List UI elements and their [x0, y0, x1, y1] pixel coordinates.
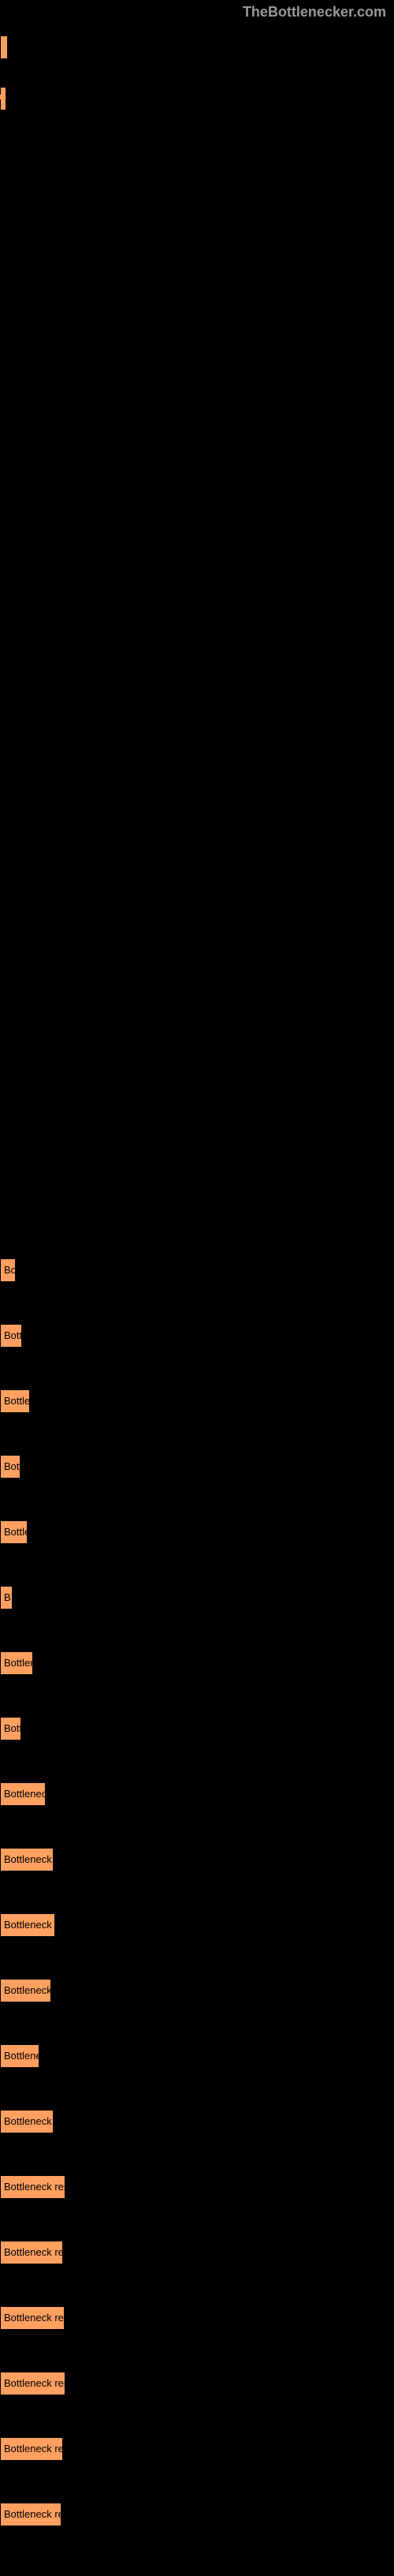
- bar-label: Bottleneck res: [4, 1984, 54, 1996]
- chart-bar: Bottleneck result t: [0, 2306, 65, 2330]
- chart-bar: Bo: [0, 1258, 16, 1282]
- bar-label: Bottleneck result: [4, 2443, 65, 2454]
- chart-bar: Bott: [0, 1324, 22, 1348]
- bar-label: Bottleneck r: [4, 1788, 48, 1800]
- bar-row: Bott: [0, 1324, 394, 1355]
- chart-bar: Bottleneck result t: [0, 2372, 65, 2395]
- bar-row: Bott: [0, 1717, 394, 1748]
- bar-row: Bottlen: [0, 1389, 394, 1421]
- chart-bar: Bott: [0, 1455, 20, 1479]
- bar-label: Bott: [4, 1460, 22, 1472]
- bar-row: Bottleneck re: [0, 1848, 394, 1879]
- bar-label: Bottleneck resu: [4, 1919, 58, 1931]
- chart-bar: Bottleneck result: [0, 2241, 63, 2264]
- bar-label: Bottleneck result t: [4, 2377, 68, 2389]
- chart-bar: [0, 36, 8, 59]
- bar-row: Bottleneck result t: [0, 2175, 394, 2207]
- chart-bar: Bottlene: [0, 1651, 33, 1675]
- bar-label: Bottleneck: [4, 2050, 42, 2062]
- bar-label: Bottleneck resul: [4, 2508, 64, 2520]
- bar-row: Bottleneck resu: [0, 2110, 394, 2141]
- bar-row: Bottleneck: [0, 2044, 394, 2076]
- bar-label: Bottleneck result t: [4, 2312, 67, 2324]
- chart-bar: Bottleneck r: [0, 1782, 46, 1806]
- chart-bar: Bott: [0, 1717, 21, 1740]
- chart-bar: B: [0, 1586, 13, 1610]
- bar-row: [0, 36, 394, 67]
- chart-bar: Bottleneck res: [0, 1979, 51, 2002]
- bar-label: Bottle: [4, 1526, 30, 1538]
- bar-label: Bottleneck result: [4, 2246, 65, 2258]
- bar-label: Bott: [4, 1722, 22, 1734]
- chart-bar: Bottleneck resu: [0, 1913, 55, 1937]
- bar-row: [0, 87, 394, 118]
- bar-label: B: [4, 1591, 11, 1603]
- chart-bar: Bottleneck resul: [0, 2503, 61, 2526]
- bar-row: Bottlene: [0, 1651, 394, 1683]
- bar-row: Bo: [0, 1258, 394, 1290]
- chart-bar: Bottlen: [0, 1389, 30, 1413]
- bar-label: Bo: [4, 1264, 17, 1276]
- bar-label: Bottlen: [4, 1395, 32, 1407]
- chart-bar: Bottleneck re: [0, 1848, 54, 1871]
- bar-row: Bottleneck result t: [0, 2372, 394, 2403]
- bar-row: Bottleneck r: [0, 1782, 394, 1814]
- tiny-marker: [0, 95, 2, 99]
- bar-label: Bott: [4, 1329, 22, 1341]
- bar-row: Bottleneck res: [0, 1979, 394, 2010]
- bar-row: Bottleneck resu: [0, 1913, 394, 1945]
- bar-row: Bottleneck result t: [0, 2306, 394, 2338]
- chart-bar: Bottle: [0, 1520, 28, 1544]
- chart-bar: Bottleneck result: [0, 2437, 63, 2461]
- bar-row: Bottle: [0, 1520, 394, 1552]
- bar-row: Bottleneck result: [0, 2241, 394, 2272]
- bar-row: Bott: [0, 1455, 394, 1486]
- bar-row: B: [0, 1586, 394, 1617]
- chart-section-3: Bo Bott Bottlen Bott Bottle B Bottlene Bott Bott…: [0, 1258, 394, 2534]
- bar-row: Bottleneck result: [0, 2437, 394, 2469]
- chart-spacer: [0, 138, 394, 1227]
- bar-row: Bottleneck resul: [0, 2503, 394, 2534]
- bar-chart: Bo Bott Bottlen Bott Bottle B Bottlene Bott Bott…: [0, 0, 394, 2576]
- bar-label: Bottleneck re: [4, 1853, 56, 1865]
- bar-label: Bottlene: [4, 1657, 35, 1669]
- chart-section-1: [0, 36, 394, 118]
- bar-label: Bottleneck resu: [4, 2115, 56, 2127]
- bar-label: Bottleneck result t: [4, 2181, 68, 2193]
- chart-bar: Bottleneck: [0, 2044, 39, 2068]
- chart-bar: Bottleneck resu: [0, 2110, 54, 2133]
- chart-bar: Bottleneck result t: [0, 2175, 65, 2199]
